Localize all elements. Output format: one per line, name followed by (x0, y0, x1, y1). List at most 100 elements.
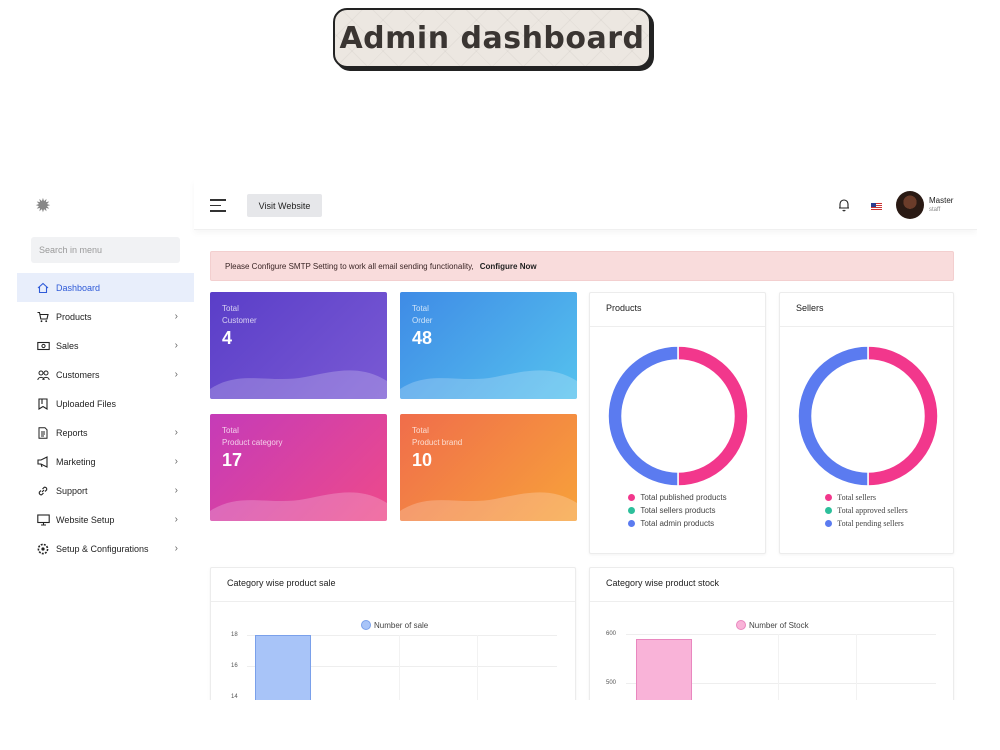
hamburger-menu-icon[interactable] (210, 199, 226, 213)
sidebar-item-label: Products (56, 311, 92, 322)
product-sale-chart-card: Category wise product sale Number of sal… (210, 567, 576, 700)
gridline (477, 635, 478, 700)
stat-card-product-category: Total Product category 17 (210, 414, 387, 521)
stat-card-product-brand: Total Product brand 10 (400, 414, 577, 521)
sidebar-item-label: Website Setup (56, 514, 115, 525)
donut-slice[interactable] (797, 345, 869, 487)
users-icon (36, 368, 50, 382)
search-menu-input[interactable] (31, 237, 180, 263)
bar-legend[interactable]: Number of sale (361, 620, 428, 630)
card-title: Sellers (796, 303, 824, 313)
sidebar-item-setup-configurations[interactable]: Setup & Configurations › (17, 534, 194, 563)
link-icon (36, 484, 50, 498)
card-title: Products (606, 303, 642, 313)
visit-website-button[interactable]: Visit Website (247, 194, 322, 217)
sidebar-item-products[interactable]: Products › (17, 302, 194, 331)
badge-pattern (335, 10, 649, 66)
sidebar-item-label: Dashboard (56, 282, 101, 293)
bar[interactable] (255, 635, 311, 700)
card-divider (590, 326, 765, 327)
legend-dot (628, 520, 636, 527)
y-tick-label: 18 (231, 632, 238, 638)
settings-icon (36, 542, 50, 556)
stat-label: Total Order (412, 304, 433, 325)
card-divider (211, 601, 575, 602)
legend-item[interactable]: Total approved sellers (825, 506, 908, 515)
user-role: staff (929, 207, 941, 213)
legend-item[interactable]: Total sellers products (628, 506, 726, 515)
legend-dot (628, 494, 636, 501)
bar[interactable] (636, 638, 692, 700)
bell-icon[interactable] (837, 198, 851, 212)
legend-swatch (361, 620, 371, 630)
monitor-icon (36, 513, 50, 527)
y-tick-label: 16 (231, 663, 238, 669)
stat-label: Total Customer (222, 304, 257, 325)
card-divider (780, 326, 953, 327)
chevron-right-icon: › (174, 456, 178, 467)
user-name: Master (929, 196, 954, 205)
sidebar-item-sales[interactable]: Sales › (17, 331, 194, 360)
home-icon (36, 281, 50, 295)
legend-item[interactable]: Total sellers (825, 493, 908, 502)
app-window: ✹ Dashboard Products › (17, 180, 977, 700)
alert-message: Please Configure SMTP Setting to work al… (225, 261, 474, 271)
folder-icon (36, 397, 50, 411)
configure-now-link[interactable]: Configure Now (479, 261, 537, 271)
legend-dot (628, 507, 636, 514)
card-title: Category wise product stock (606, 578, 720, 588)
stat-value: 48 (412, 328, 433, 348)
chevron-right-icon: › (174, 427, 178, 438)
sidebar-item-dashboard[interactable]: Dashboard (17, 273, 194, 302)
sidebar-item-label: Customers (56, 369, 100, 380)
title-badge: Admin dashboard (333, 8, 651, 68)
product-stock-chart-card: Category wise product stock Number of St… (589, 567, 954, 700)
sidebar-item-marketing[interactable]: Marketing › (17, 447, 194, 476)
legend-label: Number of Stock (749, 620, 809, 630)
document-icon (36, 426, 50, 440)
y-tick-label: 500 (606, 680, 617, 686)
sidebar-item-uploaded-files[interactable]: Uploaded Files (17, 389, 194, 418)
sidebar-item-support[interactable]: Support › (17, 476, 194, 505)
legend-dot (825, 494, 833, 501)
bar-legend[interactable]: Number of Stock (736, 620, 809, 630)
stat-card-customer: Total Customer 4 (210, 292, 387, 399)
gridline (626, 683, 936, 684)
gridline (778, 634, 779, 700)
wave-decoration (210, 370, 387, 399)
card-title: Category wise product sale (227, 578, 336, 588)
gridline (626, 634, 936, 635)
sidebar-item-label: Marketing (56, 456, 96, 467)
avatar[interactable] (896, 191, 924, 219)
legend-item[interactable]: Total admin products (628, 519, 726, 528)
sidebar-item-label: Uploaded Files (56, 398, 117, 409)
cart-icon (36, 310, 50, 324)
sidebar-item-customers[interactable]: Customers › (17, 360, 194, 389)
donut-slice[interactable] (607, 345, 679, 487)
chart-legend: Total sellers Total approved sellers Tot… (780, 493, 953, 528)
gridline (399, 635, 400, 700)
wave-decoration (210, 492, 387, 521)
sidebar-item-reports[interactable]: Reports › (17, 418, 194, 447)
sidebar: ✹ Dashboard Products › (17, 180, 194, 700)
legend-item[interactable]: Total published products (628, 493, 727, 502)
donut-slice[interactable] (867, 345, 939, 487)
chevron-right-icon: › (174, 340, 178, 351)
gridline (856, 634, 857, 700)
legend-dot (825, 507, 833, 514)
chevron-right-icon: › (174, 311, 178, 322)
chevron-right-icon: › (174, 514, 178, 525)
sidebar-item-website-setup[interactable]: Website Setup › (17, 505, 194, 534)
donut-slice[interactable] (677, 345, 749, 487)
legend-item[interactable]: Total pending sellers (825, 519, 908, 528)
stat-card-order: Total Order 48 (400, 292, 577, 399)
sidebar-item-label: Setup & Configurations (56, 543, 149, 554)
stat-label: Total Product brand (412, 426, 463, 447)
chevron-right-icon: › (174, 369, 178, 380)
chevron-right-icon: › (174, 543, 178, 554)
y-tick-label: 14 (231, 694, 238, 700)
gear-logo-icon[interactable]: ✹ (35, 195, 51, 217)
main-content: Visit Website Master staff Please Config… (194, 180, 977, 700)
us-flag-icon[interactable] (871, 203, 882, 210)
